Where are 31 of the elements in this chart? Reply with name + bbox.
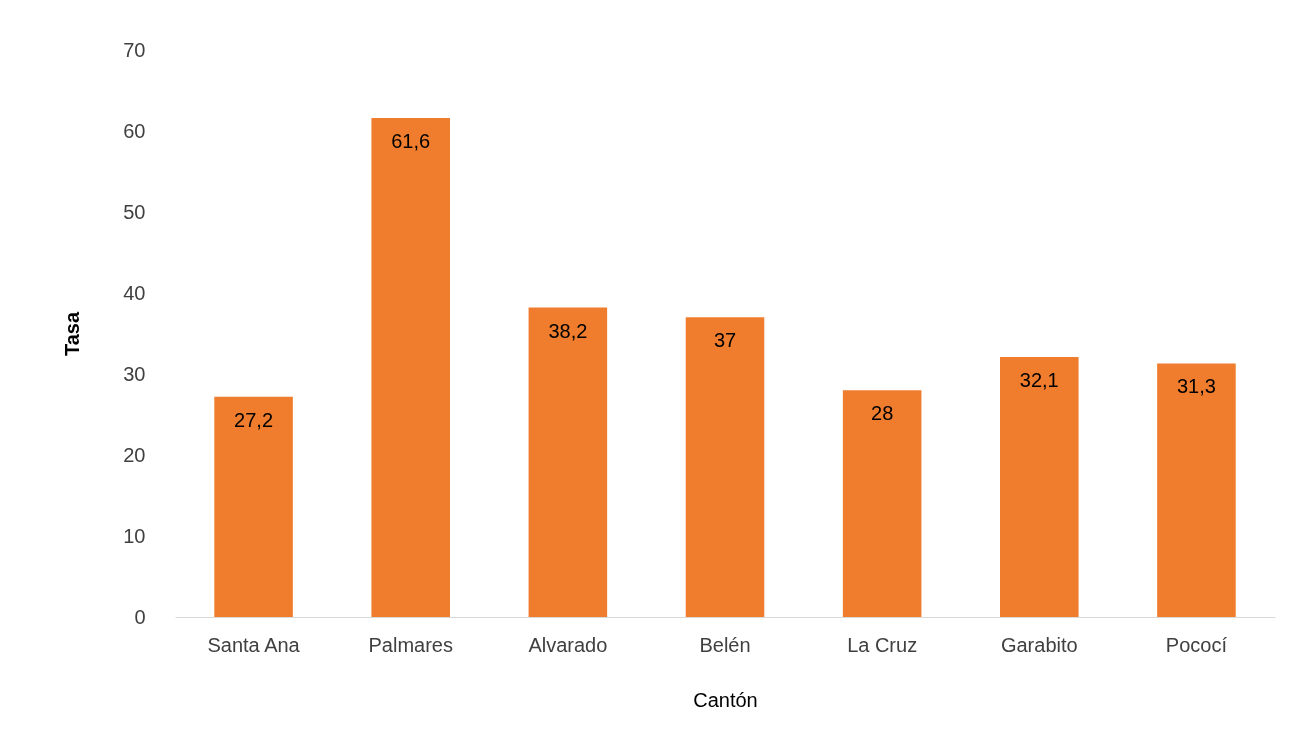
bar [1000, 356, 1079, 617]
y-tick-label: 60 [123, 119, 146, 142]
x-tick-label: La Cruz [847, 633, 918, 656]
data-label: 27,2 [234, 408, 274, 431]
bar [842, 390, 922, 617]
bar [528, 307, 608, 617]
data-label: 61,6 [391, 130, 431, 153]
bar [214, 396, 293, 617]
data-label: 37 [713, 329, 737, 352]
y-tick-label: 0 [134, 605, 146, 628]
data-label: 31,3 [1176, 375, 1216, 398]
y-tick-label: 40 [123, 281, 146, 304]
bar [371, 118, 450, 617]
y-tick-label: 20 [123, 443, 146, 466]
y-tick-label: 70 [123, 38, 146, 61]
x-tick-label: Garabito [1000, 633, 1078, 656]
x-tick-label: Belén [699, 633, 751, 656]
x-tick-label: Alvarado [528, 633, 608, 656]
bar [685, 317, 765, 617]
bar [1157, 363, 1236, 617]
x-tick-label: Palmares [368, 633, 453, 656]
data-label: 28 [871, 402, 894, 425]
y-tick-label: 10 [123, 524, 146, 547]
data-label: 38,2 [548, 319, 588, 342]
x-tick-label: Pococí [1165, 633, 1228, 656]
y-axis-title: Tasa [61, 311, 84, 357]
y-tick-label: 30 [123, 362, 146, 385]
x-axis-title: Cantón [693, 688, 758, 711]
data-label: 32,1 [1019, 368, 1059, 391]
x-tick-label: Santa Ana [207, 633, 301, 656]
y-tick-label: 50 [123, 200, 146, 223]
